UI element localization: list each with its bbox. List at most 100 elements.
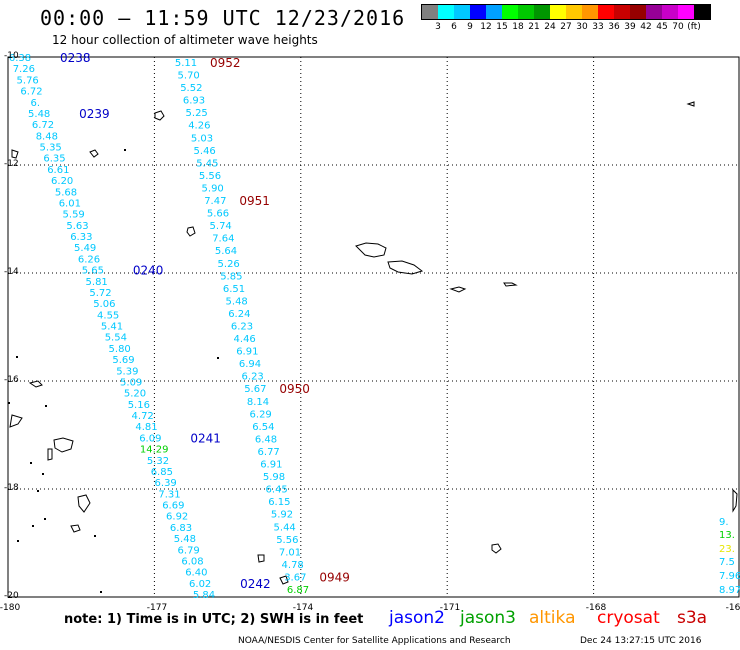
timestamp-text: Dec 24 13:27:15 UTC 2016	[580, 636, 702, 646]
wave-height-value: 13.	[719, 530, 735, 541]
wave-height-value: 6.93	[183, 96, 205, 107]
color-swatch	[438, 5, 454, 19]
wave-height-value: 8.14	[247, 397, 269, 408]
wave-height-value: 7.64	[212, 234, 234, 245]
wave-height-value: 5.69	[112, 355, 134, 366]
wave-height-value: 5.41	[101, 322, 123, 333]
wave-height-value: 5.56	[199, 171, 221, 182]
island-outline	[9, 414, 23, 428]
wave-height-value: 5.63	[66, 221, 88, 232]
wave-height-value: 6.38	[9, 53, 31, 64]
color-swatch	[486, 5, 502, 19]
island-outline	[449, 286, 467, 293]
color-swatch	[502, 5, 518, 19]
island-outline	[732, 488, 738, 513]
color-scale-label: 21	[528, 22, 540, 32]
legend-cryosat: cryosat	[597, 608, 660, 628]
wave-height-value: 23.	[719, 544, 735, 555]
wave-height-value: 6.72	[20, 87, 42, 98]
wave-height-value: 5.11	[175, 58, 197, 69]
wave-height-value: 4.72	[132, 411, 154, 422]
latitude-tick-label: -18	[4, 483, 19, 493]
color-scale-label: 6	[451, 22, 457, 32]
wave-height-value: 5.64	[215, 246, 237, 257]
longitude-tick-label: -174	[292, 603, 314, 613]
color-swatch	[646, 5, 662, 19]
wave-height-value: 6.24	[228, 309, 250, 320]
latitude-tick-label: -10	[4, 51, 19, 61]
wave-height-value: 5.49	[74, 243, 96, 254]
wave-height-value: 5.70	[178, 71, 200, 82]
color-scale-label: 9	[467, 22, 473, 32]
wave-height-value: 4.81	[135, 422, 157, 433]
island-outline	[77, 494, 91, 513]
color-scale-label: 30	[576, 22, 588, 32]
latitude-tick-label: -12	[4, 159, 19, 169]
units-note: note: 1) Time is in UTC; 2) SWH is in fe…	[64, 612, 364, 627]
wave-height-value: 7.5	[719, 557, 735, 568]
island-outline	[28, 380, 43, 388]
color-scale-label: 70	[672, 22, 684, 32]
wave-height-value: 7.01	[279, 547, 301, 558]
wave-height-value: 6.87	[287, 585, 309, 596]
island-outline	[154, 110, 165, 121]
islet-dot	[17, 540, 19, 542]
latitude-tick-label: -16	[4, 375, 19, 385]
legend-jason3: jason3	[460, 608, 516, 628]
pass-time-label: 0242	[240, 577, 271, 591]
color-swatch	[582, 5, 598, 19]
wave-height-value: 6.23	[231, 322, 253, 333]
wave-height-value: 6.54	[252, 422, 274, 433]
wave-height-value: 5.54	[105, 333, 127, 344]
islet-dot	[124, 149, 126, 151]
color-scale-label: 42	[640, 22, 652, 32]
color-scale-unit: (ft)	[687, 22, 701, 32]
color-scale-label: 27	[560, 22, 572, 32]
island-outline	[186, 226, 196, 237]
island-outline	[70, 524, 81, 533]
pass-time-label: 0950	[279, 382, 310, 396]
island-outline	[47, 448, 53, 461]
wave-height-value: 5.85	[220, 271, 242, 282]
island-outline	[279, 575, 289, 585]
pass-time-label: 0951	[239, 194, 270, 208]
wave-height-value: 6.26	[78, 254, 100, 265]
color-swatch	[422, 5, 438, 19]
wave-height-value: 7.26	[13, 64, 35, 75]
color-swatch	[678, 5, 694, 19]
map-subtitle: 12 hour collection of altimeter wave hei…	[52, 33, 318, 47]
wave-height-value: 6.69	[162, 501, 184, 512]
map-frame	[7, 56, 740, 598]
island-outline	[503, 282, 518, 287]
islet-dot	[16, 356, 18, 358]
pass-time-label: 0241	[190, 431, 221, 445]
longitude-tick-label: -16	[725, 603, 740, 613]
wave-height-value: 6.85	[151, 467, 173, 478]
wave-height-value: 5.76	[17, 75, 39, 86]
wave-height-value: 5.66	[207, 209, 229, 220]
wave-height-value: 6.48	[255, 434, 277, 445]
wave-height-value: 5.46	[194, 146, 216, 157]
wave-height-value: 5.59	[63, 210, 85, 221]
island-outline	[257, 554, 265, 563]
color-scale-label: 36	[608, 22, 620, 32]
wave-height-value: 5.92	[271, 510, 293, 521]
color-swatch	[614, 5, 630, 19]
islet-dot	[45, 405, 47, 407]
wave-height-value: 4.78	[282, 560, 304, 571]
latitude-tick-label: -20	[4, 591, 19, 601]
wave-height-value: 6.33	[70, 232, 92, 243]
wave-height-value: 5.25	[186, 108, 208, 119]
wave-height-value: 5.52	[180, 83, 202, 94]
pass-time-label: 0240	[133, 264, 164, 278]
wave-height-value: 5.90	[202, 183, 224, 194]
wave-height-value: 6.51	[223, 284, 245, 295]
wave-height-value: 3.67	[284, 572, 306, 583]
wave-height-value: 6.72	[32, 120, 54, 131]
color-scale: 3 6 9 12 15 18 21 24 27 30 33 36 39 42 45 70 (ft)	[421, 4, 711, 34]
wave-height-value: 6.23	[242, 372, 264, 383]
color-scale-label: 3	[435, 22, 441, 32]
wave-height-value: 8.97	[719, 585, 740, 596]
wave-height-value: 5.03	[191, 133, 213, 144]
